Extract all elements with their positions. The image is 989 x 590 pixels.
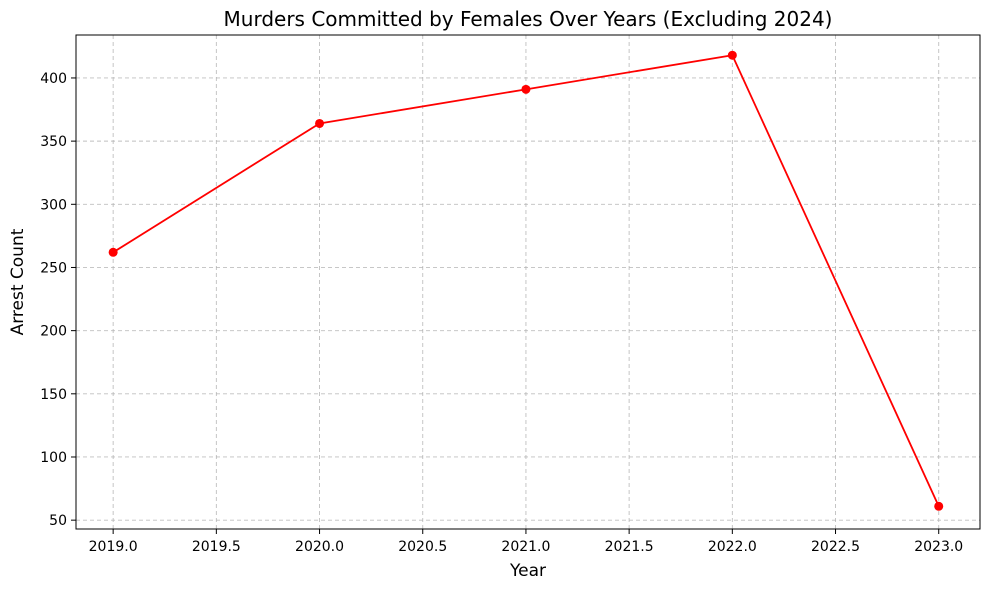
x-tick-label: 2019.0 [89, 539, 138, 555]
x-tick-label: 2020.5 [398, 539, 447, 555]
chart-title: Murders Committed by Females Over Years … [224, 7, 833, 31]
plot-frame [75, 34, 981, 530]
x-axis-label: Year [509, 561, 546, 581]
x-tick-label: 2022.0 [708, 539, 757, 555]
y-tick-label: 200 [40, 324, 67, 340]
y-tick-label: 350 [40, 134, 67, 150]
grid [76, 35, 980, 529]
x-tick-label: 2019.5 [192, 539, 241, 555]
y-axis-label: Arrest Count [8, 228, 28, 335]
data-point [108, 247, 118, 257]
y-tick-label: 250 [40, 260, 67, 276]
data-point [521, 84, 531, 94]
x-tick-label: 2023.0 [914, 539, 963, 555]
series [108, 50, 944, 511]
y-tick-label: 100 [40, 450, 67, 466]
y-tick-label: 50 [49, 513, 67, 529]
data-point [315, 118, 325, 128]
x-tick-label: 2022.5 [811, 539, 860, 555]
axis-ticks: 2019.0 2019.5 2020.0 2020.5 2021.0 2021.5 2022… [40, 71, 963, 555]
x-tick-label: 2020.0 [295, 539, 344, 555]
data-point [727, 50, 737, 60]
data-point [934, 501, 944, 511]
x-tick-label: 2021.0 [501, 539, 550, 555]
y-tick-label: 150 [40, 387, 67, 403]
y-tick-label: 300 [40, 197, 67, 213]
y-tick-label: 400 [40, 71, 67, 87]
x-tick-label: 2021.5 [605, 539, 654, 555]
